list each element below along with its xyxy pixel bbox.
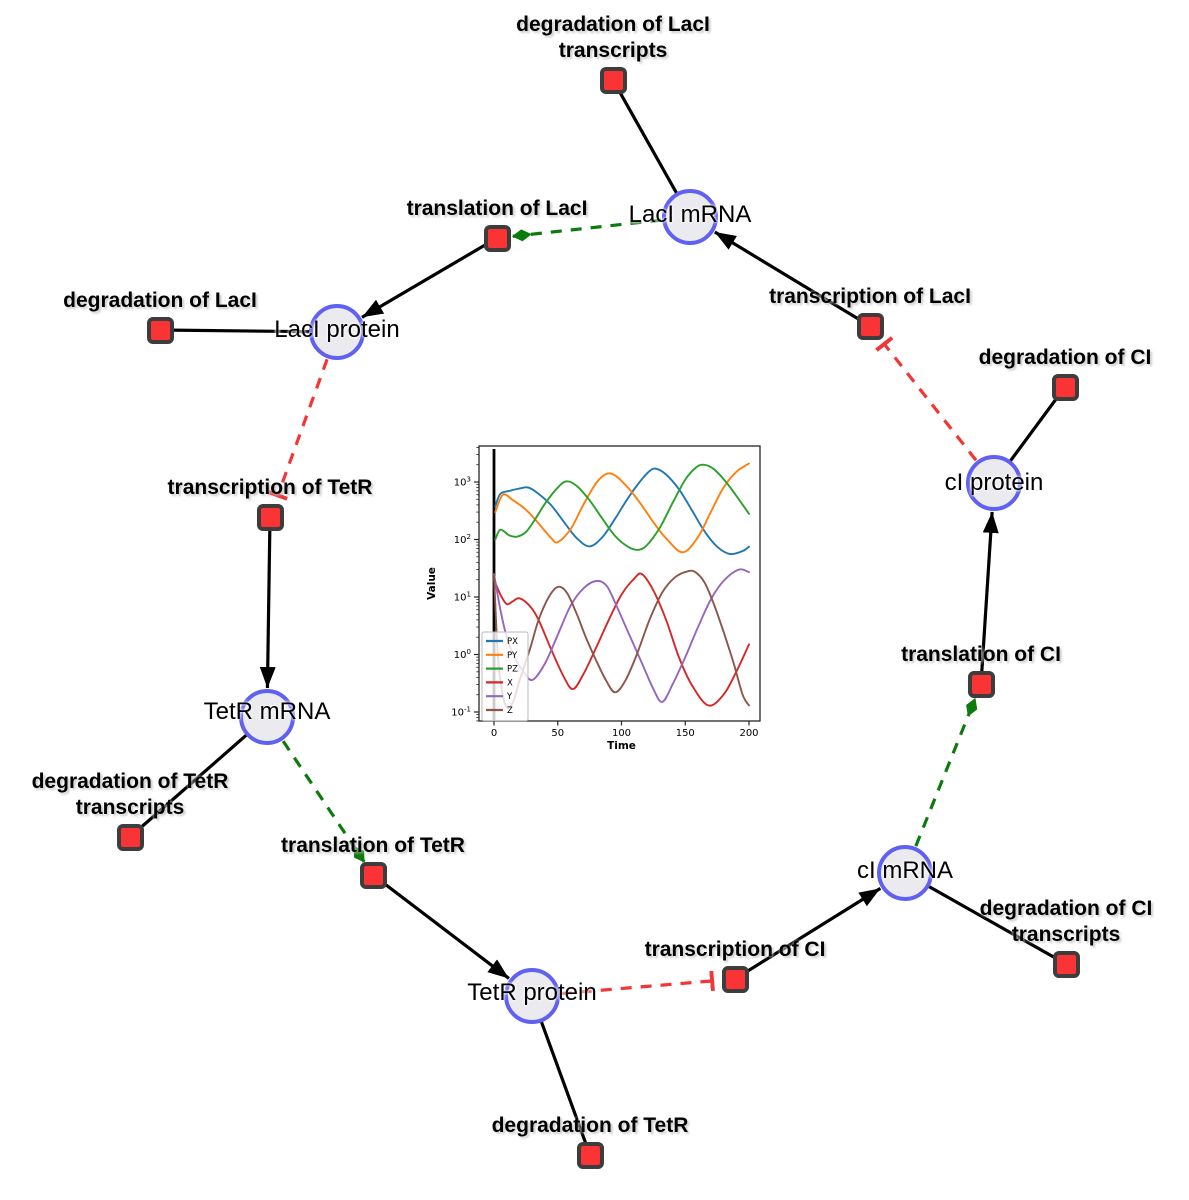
- edge-ci-protein-to-transcription-of-laci: [875, 336, 978, 462]
- x-tick-label: 100: [612, 728, 631, 739]
- reaction-label-line: degradation of TetR: [31, 770, 229, 793]
- reaction-node-degradation-of-ci-transcripts: [1052, 950, 1080, 978]
- species-label-ci-protein: cI protein: [944, 469, 1044, 496]
- y-axis-label: Value: [426, 567, 438, 600]
- y-tick-label: 102: [454, 533, 471, 546]
- edge-tetr-protein-to-degradation-of-tetr: [530, 995, 592, 1156]
- y-tick-label: 100: [454, 648, 471, 661]
- reaction-label-line: transcripts: [558, 39, 668, 62]
- reaction-label-line: translation of CI: [901, 643, 1061, 666]
- edge-ci-mrna-to-degradation-of-ci-transcripts: [904, 871, 1067, 966]
- x-tick-label: 50: [551, 728, 564, 739]
- reaction-label-line: degradation of CI: [978, 346, 1152, 369]
- series-PZ: [494, 463, 750, 551]
- legend-label: Y: [506, 692, 513, 702]
- species-node-laci-mrna: [661, 188, 718, 245]
- edge-transcription-of-laci-to-laci-mrna: [713, 230, 871, 328]
- species-label-ci-mrna: cI mRNA: [857, 857, 953, 884]
- y-tick-label: 10-1: [451, 706, 471, 719]
- reaction-label-degradation-of-ci: degradation of CI: [979, 345, 1152, 371]
- legend-label: X: [507, 678, 513, 688]
- chart-axes-box: [478, 445, 761, 722]
- legend-label: Z: [507, 706, 513, 716]
- edge-ci-mrna-to-translation-of-ci: [914, 697, 978, 847]
- reaction-label-translation-of-ci: translation of CI: [901, 642, 1061, 668]
- edge-tetr-mrna-to-degradation-of-tetr-transcripts: [128, 715, 269, 839]
- reaction-label-degradation-of-tetr-transcripts: degradation of TetR transcripts: [32, 769, 229, 821]
- edge-translation-of-ci-to-ci-protein: [979, 511, 999, 685]
- species-label-laci-protein: LacI protein: [274, 316, 400, 343]
- reaction-node-translation-of-laci: [483, 224, 511, 252]
- y-tick-label: 101: [454, 591, 471, 604]
- reaction-node-transcription-of-tetr: [256, 503, 284, 531]
- reaction-label-line: degradation of LacI: [516, 13, 710, 36]
- edge-transcription-of-tetr-to-tetr-mrna: [259, 516, 276, 689]
- reaction-node-translation-of-ci: [967, 670, 995, 698]
- reaction-node-degradation-of-laci: [146, 316, 174, 344]
- reaction-label-line: translation of TetR: [281, 834, 465, 857]
- reaction-node-translation-of-tetr: [359, 861, 387, 889]
- reaction-label-line: transcription of CI: [644, 938, 826, 961]
- legend-label: PZ: [507, 665, 518, 675]
- x-axis-label: Time: [607, 740, 636, 752]
- reaction-label-transcription-of-ci: transcription of CI: [645, 937, 826, 963]
- reaction-node-degradation-of-tetr: [576, 1141, 604, 1169]
- series-X: [493, 572, 750, 707]
- legend-label: PY: [507, 651, 518, 661]
- series-Z: [493, 569, 750, 710]
- edge-tetr-protein-to-transcription-of-ci: [560, 970, 715, 996]
- species-node-ci-protein: [965, 454, 1022, 511]
- reaction-node-transcription-of-laci: [856, 312, 884, 340]
- species-label-tetr-protein: TetR protein: [467, 979, 597, 1006]
- species-node-laci-protein: [308, 303, 365, 360]
- y-tick-label: 103: [454, 476, 471, 489]
- reaction-label-degradation-of-laci-transcripts: degradation of LacI transcripts: [516, 12, 710, 64]
- edge-laci-protein-to-transcription-of-tetr: [267, 358, 329, 501]
- reaction-label-degradation-of-laci: degradation of LacI: [63, 288, 257, 314]
- series-PY: [494, 462, 750, 554]
- x-tick-label: 200: [739, 728, 758, 739]
- reaction-label-line: translation of LacI: [406, 197, 588, 220]
- reaction-label-line: transcription of LacI: [769, 285, 971, 308]
- reaction-label-line: transcripts: [75, 796, 185, 819]
- reaction-label-degradation-of-ci-transcripts: degradation of CI transcripts: [980, 896, 1153, 948]
- inset-chart: 0 50 100 150 200 103 102 101 100 10-1 Time Value PX P…: [425, 437, 770, 767]
- reaction-label-translation-of-laci: translation of LacI: [407, 196, 588, 222]
- species-label-tetr-mrna: TetR mRNA: [203, 698, 331, 725]
- series-PX: [494, 467, 750, 556]
- edge-tetr-mrna-to-translation-of-tetr: [281, 740, 366, 863]
- reaction-label-line: degradation of CI: [979, 897, 1153, 920]
- edge-laci-protein-to-degradation-of-laci: [159, 328, 338, 334]
- reaction-label-transcription-of-laci: transcription of LacI: [769, 284, 971, 310]
- species-node-tetr-protein: [503, 967, 560, 1024]
- chart-svg: 0 50 100 150 200 103 102 101 100 10-1 Time Value PX P…: [426, 445, 761, 752]
- species-label-laci-mrna: LacI mRNA: [628, 201, 752, 228]
- reaction-label-line: transcription of TetR: [167, 476, 373, 499]
- edge-translation-of-laci-to-laci-protein: [361, 236, 498, 319]
- reaction-node-transcription-of-ci: [721, 965, 749, 993]
- species-node-ci-mrna: [876, 844, 933, 901]
- reaction-label-line: degradation of LacI: [63, 289, 257, 312]
- reaction-label-line: degradation of TetR: [491, 1114, 689, 1137]
- reaction-label-line: transcripts: [1011, 923, 1121, 946]
- x-tick-label: 150: [676, 728, 695, 739]
- reaction-label-translation-of-tetr: translation of TetR: [281, 833, 465, 859]
- edge-translation-of-tetr-to-tetr-protein: [372, 873, 510, 980]
- reaction-node-degradation-of-ci: [1051, 373, 1079, 401]
- reaction-node-degradation-of-tetr-transcripts: [116, 823, 144, 851]
- legend-label: PX: [507, 637, 518, 647]
- reaction-label-degradation-of-tetr: degradation of TetR: [492, 1113, 689, 1139]
- edge-transcription-of-ci-to-ci-mrna: [734, 886, 882, 981]
- reaction-node-degradation-of-laci-transcripts: [599, 66, 627, 94]
- species-node-tetr-mrna: [238, 688, 295, 745]
- edge-laci-mrna-to-translation-of-laci: [511, 218, 662, 242]
- x-tick-label: 0: [491, 728, 497, 739]
- reaction-label-transcription-of-tetr: transcription of TetR: [168, 475, 373, 501]
- series-Y: [493, 568, 750, 703]
- legend-box: [481, 631, 529, 722]
